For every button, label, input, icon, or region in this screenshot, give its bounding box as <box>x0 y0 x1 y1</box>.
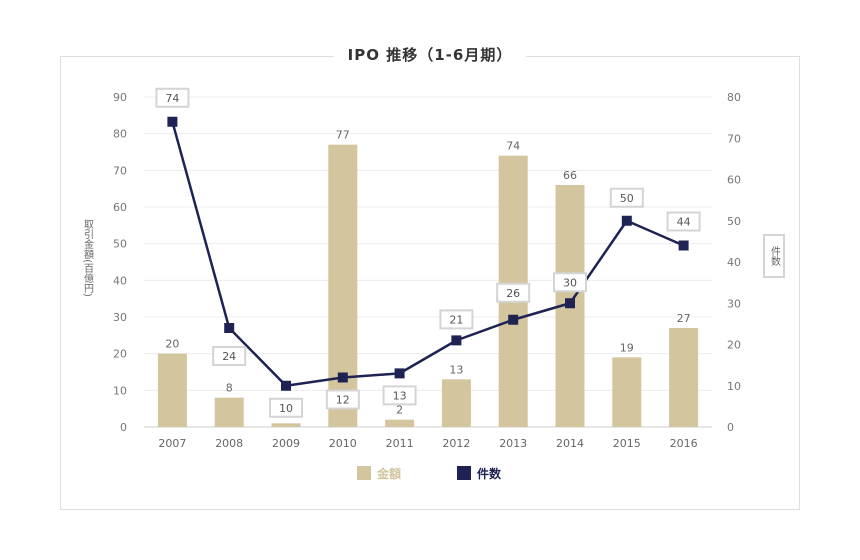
bar <box>441 379 471 427</box>
bar-value-label: 66 <box>563 169 577 182</box>
x-tick-label: 2007 <box>158 437 186 450</box>
line-value-label: 13 <box>382 385 417 406</box>
line-value-label: 74 <box>155 87 190 108</box>
y2-tick-label: 30 <box>727 297 741 310</box>
line-value-label: 50 <box>609 187 644 208</box>
line-point <box>678 240 689 251</box>
bar <box>271 423 301 427</box>
x-tick-label: 2009 <box>272 437 300 450</box>
bar <box>214 397 244 427</box>
x-tick-label: 2013 <box>499 437 527 450</box>
line-point <box>337 372 348 383</box>
x-tick-label: 2008 <box>215 437 243 450</box>
x-tick-label: 2011 <box>386 437 414 450</box>
y2-tick-label: 10 <box>727 380 741 393</box>
bar <box>157 353 187 427</box>
x-tick-label: 2016 <box>670 437 698 450</box>
y-tick-label: 50 <box>113 238 127 251</box>
y2-axis-label: 件数 <box>763 234 785 278</box>
svg-text:10: 10 <box>279 402 293 415</box>
bar-value-label: 77 <box>336 129 350 142</box>
bar <box>669 328 699 427</box>
svg-text:26: 26 <box>506 287 520 300</box>
y-tick-label: 10 <box>113 384 127 397</box>
y-tick-label: 80 <box>113 128 127 141</box>
bar-value-label: 19 <box>620 341 634 354</box>
y-tick-label: 20 <box>113 348 127 361</box>
line-point <box>394 368 405 379</box>
line-value-label: 30 <box>553 272 587 293</box>
svg-text:金額: 金額 <box>376 466 401 481</box>
line-point <box>281 380 291 391</box>
legend-item-count: 件数 <box>457 466 502 481</box>
x-tick-label: 2010 <box>329 437 357 450</box>
bar <box>328 144 358 427</box>
bar-labels: 20817721374661927 <box>165 129 690 421</box>
svg-text:74: 74 <box>165 92 179 105</box>
svg-text:12: 12 <box>336 394 350 407</box>
svg-text:30: 30 <box>563 276 577 289</box>
x-tick-label: 2014 <box>556 437 584 450</box>
chart-panel <box>60 56 800 510</box>
y2-tick-label: 0 <box>727 421 734 434</box>
bar <box>612 357 642 427</box>
bar-series <box>157 144 699 427</box>
svg-text:21: 21 <box>449 313 463 326</box>
legend: 金額 件数 <box>357 466 502 481</box>
x-tick-label: 2015 <box>613 437 641 450</box>
line-value-label: 21 <box>439 309 474 330</box>
y-tick-label: 0 <box>120 421 127 434</box>
line-point <box>224 323 235 333</box>
bar-value-label: 13 <box>449 363 463 376</box>
x-tick-label: 2012 <box>442 437 470 450</box>
svg-text:44: 44 <box>677 216 691 229</box>
y-tick-label: 70 <box>113 164 127 177</box>
chart-title-text: IPO 推移（1-6月期） <box>333 46 527 64</box>
svg-text:13: 13 <box>393 389 407 402</box>
svg-text:24: 24 <box>222 350 236 363</box>
y-tick-label: 40 <box>113 274 127 287</box>
line-point <box>167 116 178 127</box>
svg-text:件数: 件数 <box>477 466 502 481</box>
line-point <box>508 314 519 325</box>
line-value-label: 26 <box>496 282 531 303</box>
y2-tick-label: 80 <box>727 91 741 104</box>
axes: 0 10 20 30 40 50 60 70 80 90 0 10 20 30 40 50 60 70 80 2007… <box>82 91 785 450</box>
line-point <box>451 335 462 346</box>
line-point <box>621 215 632 226</box>
y2-tick-label: 70 <box>727 132 741 145</box>
bar <box>385 419 415 427</box>
line-value-label: 24 <box>212 346 247 366</box>
y-tick-label: 60 <box>113 201 127 214</box>
bar-value-label: 2 <box>396 404 403 417</box>
bar-value-label: 20 <box>165 338 179 351</box>
line-series: 74 24 10 12 13 21 26 30 50 44 <box>155 87 701 418</box>
y2-tick-label: 40 <box>727 256 741 269</box>
legend-item-amount: 金額 <box>357 466 401 481</box>
bar-value-label: 74 <box>506 140 520 153</box>
line-value-label: 10 <box>269 397 303 418</box>
bar-value-label: 8 <box>226 382 233 395</box>
svg-text:50: 50 <box>620 192 634 205</box>
line-point <box>565 298 575 309</box>
chart-title: IPO 推移（1-6月期） <box>0 44 860 65</box>
y-tick-label: 90 <box>113 91 127 104</box>
y-tick-label: 30 <box>113 311 127 324</box>
line-path <box>171 121 685 387</box>
line-value-label: 12 <box>325 389 360 410</box>
line-value-label: 44 <box>666 211 701 232</box>
y2-tick-label: 20 <box>727 339 741 352</box>
y2-tick-label: 60 <box>727 174 741 187</box>
y2-tick-label: 50 <box>727 215 741 228</box>
bar-value-label: 27 <box>677 312 691 325</box>
y-axis-label: 取引金額(百億円) <box>82 219 94 297</box>
svg-text:件数: 件数 <box>769 246 781 267</box>
